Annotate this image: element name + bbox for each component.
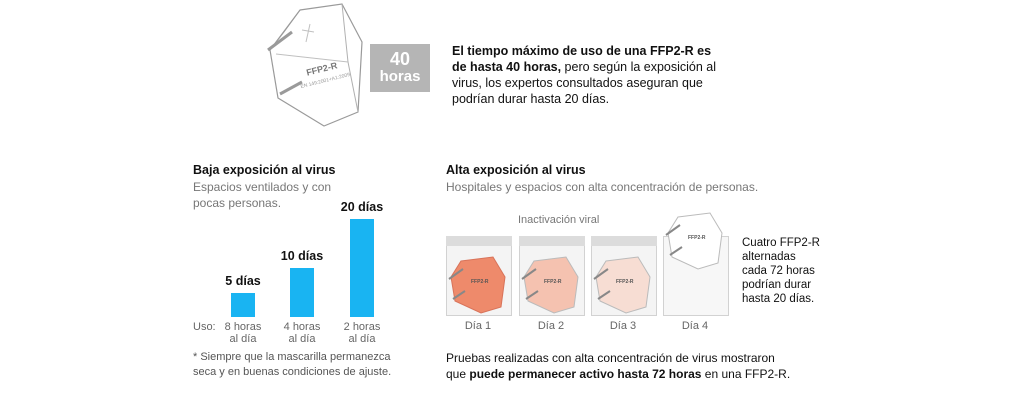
badge-unit: horas [379, 68, 421, 85]
x-tick-label-3: 2 horas al día [343, 321, 381, 345]
high-exposure-side-note: Cuatro FFP2-R alternadas cada 72 horas p… [742, 237, 820, 305]
inactivation-label: Inactivación viral [518, 214, 600, 226]
low-exposure-title: Baja exposición al virus [193, 163, 336, 177]
footnote-part-c: en una FFP2-R. [701, 367, 791, 381]
footnote-line-1: Pruebas realizadas con alta concentració… [446, 351, 775, 365]
x-tick-label-2: 4 horas al día [283, 321, 321, 345]
footnote-part-bold: puede permanecer activo hasta 72 horas [469, 367, 702, 381]
x-tick-label-1: 8 horas al día [224, 321, 262, 345]
mask-icon: FFP2-R [521, 256, 579, 314]
hours-badge: 40 horas [370, 44, 430, 92]
high-exposure-footnote: Pruebas realizadas con alta concentració… [446, 350, 806, 382]
bar-chart: 5 días 8 horas al día 10 días 4 horas al día 2… [193, 200, 393, 350]
hero-text-rest: pero según la exposición al virus, los e… [452, 60, 717, 106]
uso-label: Uso: [193, 321, 216, 333]
day-label-1: Día 1 [464, 320, 492, 332]
mask-icon: FFP2-R [593, 256, 651, 314]
day-label-4: Día 4 [681, 320, 709, 332]
mask-label: FFP2-R [544, 279, 562, 285]
day-panel-1: FFP2-R [446, 236, 512, 316]
mask-label: FFP2-R [688, 235, 706, 241]
bar-1 [231, 292, 255, 317]
mask-icon: FFP2-R [448, 256, 506, 314]
high-exposure-subtitle: Hospitales y espacios con alta concentra… [446, 180, 759, 194]
mask-label: FFP2-R [471, 279, 489, 285]
high-exposure-title: Alta exposición al virus [446, 163, 586, 177]
hero-description: El tiempo máximo de uso de una FFP2-R es… [452, 43, 727, 107]
hero-mask-illustration [262, 2, 382, 130]
inactivation-line [452, 228, 642, 229]
day-panel-4: FFP2-R [663, 212, 729, 316]
bar-value-label-2: 10 días [280, 249, 324, 263]
low-exposure-subtitle: Espacios ventilados y con pocas personas… [193, 180, 332, 210]
bar-value-label-1: 5 días [225, 273, 261, 288]
day-label-2: Día 2 [537, 320, 565, 332]
hero-text-bold: El tiempo máximo de uso de una FFP2-R es… [452, 44, 712, 74]
footnote-part-a: que [446, 367, 470, 381]
bar-3 [350, 219, 374, 317]
bar-value-label-3: 20 días [340, 200, 384, 214]
low-exposure-note: * Siempre que la mascarilla permanezca s… [193, 351, 392, 378]
mask-icon: FFP2-R [665, 212, 723, 270]
day-panel-2: FFP2-R [519, 236, 585, 316]
mask-icon [267, 3, 363, 127]
day-label-3: Día 3 [609, 320, 637, 332]
badge-number: 40 [389, 49, 411, 69]
bar-2 [290, 268, 314, 317]
day-panel-3: FFP2-R [591, 236, 657, 316]
mask-label: FFP2-R [616, 279, 634, 285]
footnote-line-2: que puede permanecer activo hasta 72 hor… [446, 366, 806, 382]
